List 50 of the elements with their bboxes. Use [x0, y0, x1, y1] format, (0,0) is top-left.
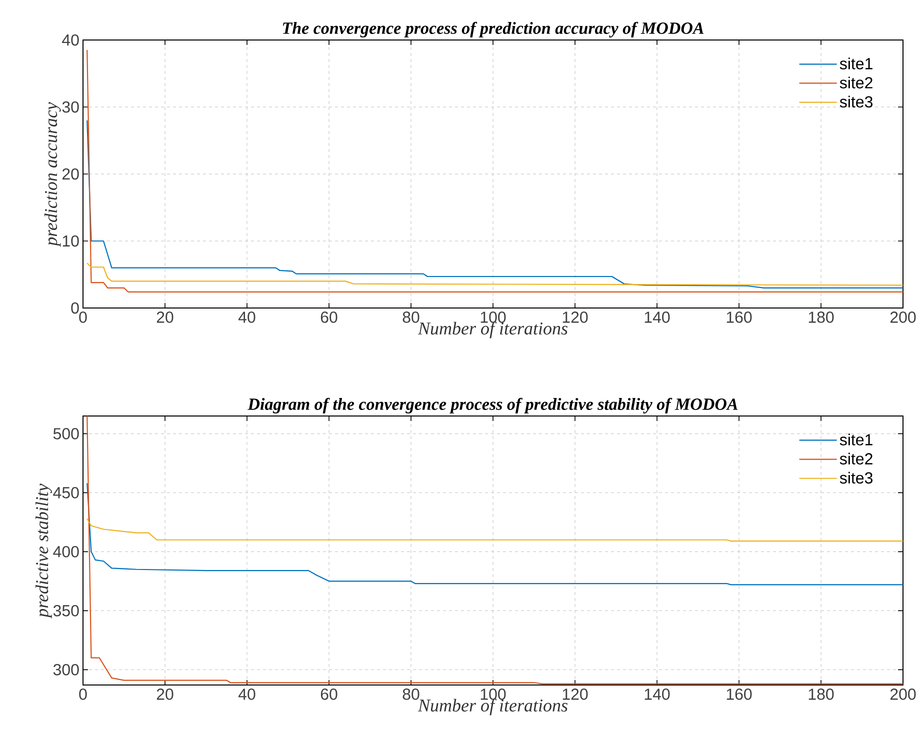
x-tick-label: 100 [480, 688, 506, 700]
line-series [86, 49, 904, 292]
y-tick-label: 450 [53, 487, 79, 498]
chart-title: Diagram of the convergence process of predictive stability of MODOA [248, 398, 738, 414]
y-axis-title: prediction accuracy [44, 102, 61, 247]
y-tick-label: 300 [53, 664, 79, 676]
x-tick-label: 180 [808, 688, 834, 700]
x-tick-label: 140 [644, 312, 670, 323]
legend-label: site1 [840, 434, 872, 446]
chart-title: The convergence process of prediction accuracy of MODOA [282, 22, 704, 38]
legend-label: site1 [840, 58, 872, 70]
x-tick-label: 40 [238, 688, 256, 700]
x-tick-label: 0 [79, 312, 87, 323]
legend-label: site3 [840, 472, 872, 484]
x-tick-label: 0 [79, 688, 87, 700]
y-tick-label: 500 [53, 428, 79, 440]
x-tick-label: 120 [562, 312, 588, 323]
x-tick-label: 80 [402, 688, 420, 700]
legend-label: site2 [840, 76, 872, 88]
x-tick-label: 80 [402, 312, 420, 323]
line-series [86, 262, 904, 286]
line-series [86, 482, 904, 586]
line-series [86, 416, 904, 684]
x-tick-label: 20 [156, 688, 174, 700]
line-series [86, 518, 904, 542]
x-tick-label: 160 [726, 312, 752, 323]
x-tick-label: 60 [320, 688, 338, 700]
legend-label: site3 [840, 96, 872, 108]
x-tick-label: 200 [890, 688, 916, 700]
x-tick-label: 140 [644, 688, 670, 700]
y-tick-label: 30 [62, 101, 79, 113]
x-tick-label: 180 [808, 312, 834, 323]
y-tick-label: 0 [71, 302, 79, 314]
legend-label: site2 [840, 452, 872, 464]
y-tick-label: 350 [53, 605, 79, 616]
x-tick-label: 60 [320, 312, 338, 323]
x-axis-title: Number of iterations [418, 698, 568, 716]
line-series [86, 120, 904, 288]
y-tick-label: 10 [62, 235, 79, 247]
x-tick-label: 100 [480, 312, 506, 323]
y-tick-label: 400 [53, 546, 79, 558]
x-tick-label: 160 [726, 688, 752, 700]
x-tick-label: 200 [890, 312, 916, 323]
y-axis-title: predictive stability [36, 484, 52, 618]
y-tick-label: 20 [62, 168, 79, 180]
x-tick-label: 120 [562, 688, 588, 700]
y-tick-label: 40 [62, 34, 79, 46]
x-tick-label: 20 [156, 312, 174, 323]
x-axis-title: Number of iterations [418, 322, 568, 338]
x-tick-label: 40 [238, 312, 256, 323]
